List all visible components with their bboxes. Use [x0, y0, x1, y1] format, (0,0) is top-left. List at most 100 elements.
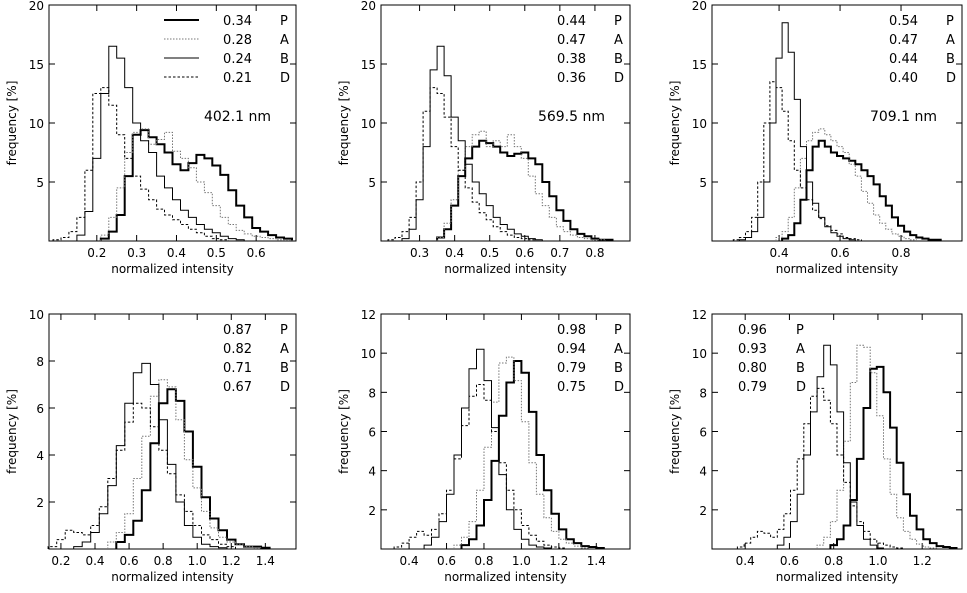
y-tick-label: 20 [692, 0, 707, 13]
histogram-panel-6: 0.4 0.6 0.8 1.0 1.2 2 4 6 8 10 12 normalized intens… [668, 308, 963, 584]
y-tick-label: 4 [699, 465, 707, 479]
legend-value-D: 0.36 [557, 71, 586, 86]
y-tick-label: 10 [361, 117, 376, 131]
y-tick-label: 8 [36, 355, 44, 369]
x-tick-label: 0.4 [85, 554, 104, 568]
x-tick-label: 0.4 [770, 246, 789, 260]
legend-value-B: 0.79 [557, 361, 586, 376]
y-tick-label: 15 [29, 58, 44, 72]
y-axis-label: frequency [%] [5, 389, 19, 474]
x-axis-label: normalized intensity [776, 262, 899, 276]
x-tick-label: 0.6 [437, 554, 456, 568]
legend-label-D: D [280, 71, 290, 86]
y-tick-label: 12 [361, 308, 376, 322]
legend: 0.54 P 0.47 A 0.44 B 0.40 D [889, 14, 956, 86]
legend-value-B: 0.24 [223, 52, 252, 67]
series-D-histogram [47, 402, 236, 549]
series-A-histogram [816, 344, 938, 549]
legend-label-A: A [280, 33, 289, 48]
legend: 0.98 P 0.94 A 0.79 B 0.75 D [557, 323, 624, 395]
legend-label-B: B [946, 52, 955, 67]
axes-frame [48, 313, 297, 550]
x-tick-label: 0.2 [87, 246, 106, 260]
series-B-histogram [423, 348, 552, 549]
x-tick-label: 0.6 [247, 246, 266, 260]
legend-label-P: P [946, 14, 954, 29]
x-tick-label: 0.8 [474, 554, 493, 568]
y-axis-label: frequency [%] [668, 81, 682, 166]
y-tick-label: 4 [368, 465, 376, 479]
series-D-histogram [732, 81, 862, 241]
series-A-histogram [436, 130, 606, 241]
series-B-histogram [401, 45, 543, 241]
histogram-panel-4: 0.2 0.4 0.6 0.8 1.0 1.2 1.4 2 4 6 8 10 normalized in… [5, 308, 297, 584]
x-tick-label: 1.2 [913, 554, 932, 568]
legend-value-A: 0.82 [223, 342, 252, 357]
series-P-histogram [829, 365, 958, 549]
legend-value-A: 0.93 [738, 342, 767, 357]
series-D-histogram [736, 387, 904, 549]
legend-value-A: 0.94 [557, 342, 586, 357]
x-tick-label: 0.6 [780, 554, 799, 568]
legend-label-D: D [946, 71, 956, 86]
legend-value-D: 0.67 [223, 380, 252, 395]
legend-value-D: 0.21 [223, 71, 252, 86]
y-tick-label: 2 [36, 496, 44, 510]
x-tick-label: 0.4 [167, 246, 186, 260]
x-tick-label: 0.6 [120, 554, 139, 568]
x-tick-label: 1.0 [868, 554, 887, 568]
x-axis-label: normalized intensity [111, 262, 234, 276]
legend-label-P: P [280, 323, 288, 338]
y-tick-label: 2 [368, 504, 376, 518]
legend-label-A: A [614, 342, 623, 357]
y-tick-label: 10 [361, 347, 376, 361]
series-P-histogram [460, 360, 605, 549]
x-tick-label: 0.8 [585, 246, 604, 260]
y-axis-label: frequency [%] [337, 81, 351, 166]
histogram-panel-1: 0.2 0.3 0.4 0.5 0.6 5 10 15 20 normalized intensi… [5, 0, 297, 276]
x-tick-label: 1.2 [549, 554, 568, 568]
legend-label-A: A [614, 33, 623, 48]
x-tick-label: 1.4 [587, 554, 606, 568]
legend-value-D: 0.75 [557, 380, 586, 395]
series-A-histogram [107, 379, 262, 549]
y-tick-label: 15 [361, 58, 376, 72]
legend-label-P: P [614, 14, 622, 29]
x-tick-label: 0.6 [831, 246, 850, 260]
legend-label-B: B [280, 361, 289, 376]
x-tick-label: 1.0 [512, 554, 531, 568]
x-tick-label: 1.0 [188, 554, 207, 568]
legend-value-D: 0.79 [738, 380, 767, 395]
x-tick-label: 0.3 [410, 246, 429, 260]
legend-value-B: 0.71 [223, 361, 252, 376]
legend: 0.44 P 0.47 A 0.38 B 0.36 D [557, 14, 624, 86]
legend-label-P: P [796, 323, 804, 338]
y-tick-label: 5 [368, 176, 376, 190]
legend-value-B: 0.80 [738, 361, 767, 376]
legend-value-D: 0.40 [889, 71, 918, 86]
legend: 0.87 P 0.82 A 0.71 B 0.67 D [223, 323, 290, 395]
y-tick-label: 2 [699, 504, 707, 518]
legend-label-D: D [796, 380, 806, 395]
legend-label-A: A [946, 33, 955, 48]
legend-label-B: B [614, 361, 623, 376]
series-A-histogram [100, 128, 293, 241]
legend-label-B: B [796, 361, 805, 376]
x-tick-label: 0.8 [154, 554, 173, 568]
y-tick-label: 5 [36, 176, 44, 190]
x-tick-label: 0.5 [480, 246, 499, 260]
y-tick-label: 5 [699, 176, 707, 190]
y-tick-label: 8 [699, 386, 707, 400]
legend-label-P: P [614, 323, 622, 338]
legend-value-P: 0.96 [738, 323, 767, 338]
x-tick-label: 1.4 [256, 554, 275, 568]
legend: 0.34 P 0.28 A 0.24 B 0.21 D [164, 14, 290, 86]
x-axis-label: normalized intensity [444, 570, 567, 584]
y-axis-label: frequency [%] [337, 389, 351, 474]
x-tick-label: 0.5 [207, 246, 226, 260]
series-B-histogram [738, 22, 856, 241]
y-tick-label: 10 [692, 347, 707, 361]
x-tick-label: 1.2 [222, 554, 241, 568]
legend-value-P: 0.98 [557, 323, 586, 338]
legend-value-P: 0.54 [889, 14, 918, 29]
